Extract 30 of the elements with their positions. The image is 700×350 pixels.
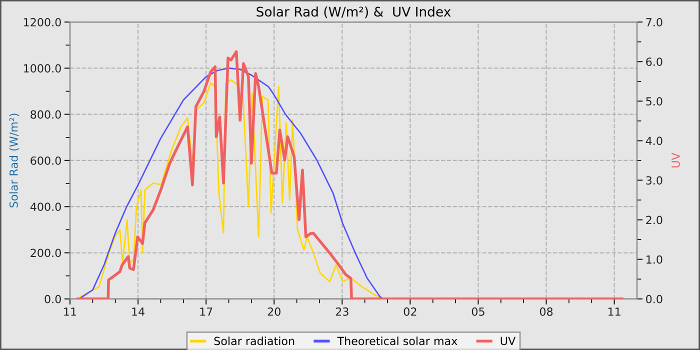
y2-tick-label: 2.0 bbox=[646, 216, 662, 224]
y-tick-label: 200.0 bbox=[30, 248, 61, 258]
legend-label: UV bbox=[500, 336, 516, 346]
x-tick-label: 23 bbox=[336, 307, 348, 316]
y2-tick-label: 6.0 bbox=[646, 58, 662, 66]
x-tick-label: 11 bbox=[64, 308, 76, 316]
y-tick-label: 400.0 bbox=[30, 202, 61, 211]
y-tick-label: 800.0 bbox=[30, 110, 61, 119]
x-tick-label: 20 bbox=[268, 307, 280, 316]
y-tick-label: 1200.0 bbox=[24, 18, 61, 26]
y2-tick-label: 4.0 bbox=[646, 136, 662, 146]
x-tick-label: 14 bbox=[132, 308, 144, 316]
legend-label: Solar radiation bbox=[214, 336, 294, 346]
y2-tick-label: 1.0 bbox=[646, 255, 662, 264]
legend-label: Theoretical solar max bbox=[337, 336, 458, 346]
y2-axis-title: UV bbox=[672, 152, 680, 168]
y-tick-label: 600.0 bbox=[30, 156, 61, 165]
y-tick-label: 1000.0 bbox=[24, 64, 61, 73]
x-tick-label: 17 bbox=[200, 308, 212, 316]
x-tick-label: 08 bbox=[540, 307, 553, 316]
x-tick-label: 11 bbox=[608, 308, 620, 316]
y2-tick-label: 0.0 bbox=[646, 294, 662, 304]
x-tick-label: 02 bbox=[404, 307, 416, 316]
y2-tick-label: 5.0 bbox=[646, 97, 662, 106]
x-tick-label: 05 bbox=[472, 307, 484, 316]
chart-title: Solar Rad (W/m²) & UV Index bbox=[256, 6, 451, 18]
y-axis-title: Solar Rad (W/m²) bbox=[9, 114, 20, 208]
y2-tick-label: 7.0 bbox=[646, 18, 662, 26]
y2-tick-label: 3.0 bbox=[646, 176, 662, 185]
y-tick-label: 0.0 bbox=[44, 294, 61, 304]
